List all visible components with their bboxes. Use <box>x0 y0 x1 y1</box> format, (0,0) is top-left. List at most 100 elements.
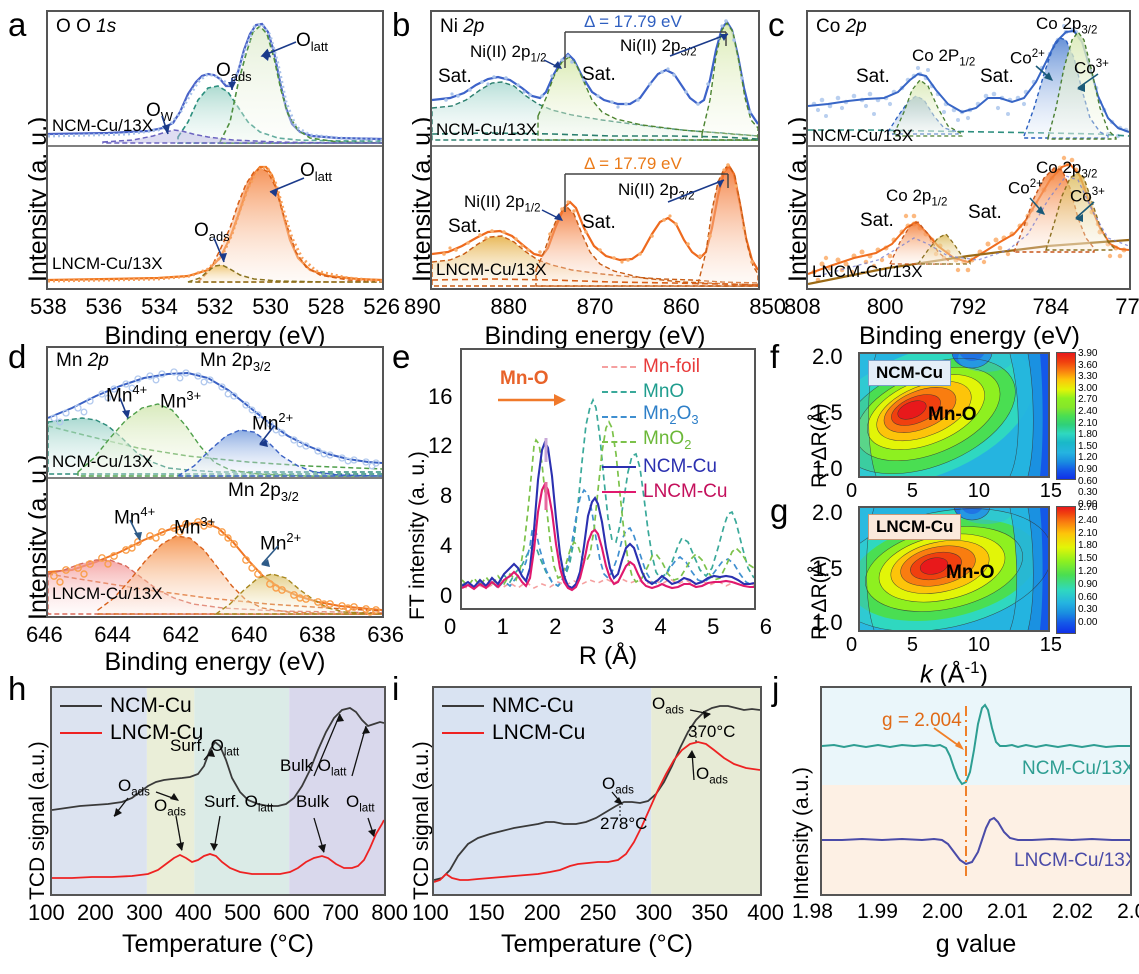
panel-c-xlabel: Binding energy (eV) <box>859 322 1080 350</box>
panel-j-bottom-sample: LNCM-Cu/13X <box>1014 850 1132 871</box>
cbar-tick: 3.30 <box>1078 371 1098 383</box>
panel-f-colorbar-labels: 3.90 3.60 3.30 3.00 2.70 2.40 2.10 1.80 … <box>1078 349 1097 511</box>
panel-b-ni2p32-top: Ni(II) 2p3/2 <box>620 36 697 59</box>
tick: 646 <box>26 622 63 647</box>
tick: 534 <box>141 294 178 319</box>
tick: 15 <box>1039 480 1062 502</box>
panel-label-g: g <box>770 492 789 529</box>
tick: 636 <box>367 622 404 647</box>
panel-d-xlabel: Binding energy (eV) <box>104 648 326 676</box>
panel-a-annotation-olatt-bottom: Olatt <box>300 160 332 184</box>
tick: 536 <box>85 294 123 319</box>
cbar-tick: 3.60 <box>1078 359 1098 371</box>
tick: 500 <box>224 900 261 925</box>
panel-c-sat-bottom-left: Sat. <box>860 210 894 231</box>
tick: 150 <box>467 900 505 925</box>
panel-label-e: e <box>392 338 411 375</box>
tick: 1.99 <box>857 900 898 923</box>
panel-a-annotation-oads-top: Oads <box>216 60 252 84</box>
panel-d-title: Mn 2p <box>56 350 109 371</box>
panel-c-bottom-sample: LNCM-Cu/13X <box>812 262 923 281</box>
panel-i-xticks: 100 150 200 250 300 350 400 <box>412 900 784 926</box>
panel-d-mn4-bottom: Mn4+ <box>114 504 156 529</box>
cbar-tick: 0.60 <box>1078 475 1098 487</box>
legend-item-mn2o3: Mn2O3 <box>602 403 727 429</box>
panel-e-ytick-0: 0 <box>440 583 453 608</box>
panel-g-ytick-2: 2.0 <box>812 500 843 525</box>
tick: 870 <box>576 294 614 319</box>
panel-a-xlabel: Binding energy (eV) <box>104 322 326 350</box>
legend-item-ncm-cu: NCM-Cu <box>602 454 727 479</box>
panel-h-bulk-olatt-ncm: Bulk Olatt <box>280 756 347 779</box>
panel-b-delta-top: Δ = 17.79 eV <box>584 12 682 31</box>
panel-a-top-sample: NCM-Cu/13X <box>52 116 154 135</box>
panel-f-heatmap: NCM-Cu Mn-O <box>858 352 1050 478</box>
legend-item-lncm-cu: LNCM-Cu <box>442 719 585 746</box>
cbar-tick: 1.80 <box>1078 429 1098 441</box>
panel-i-temp-278: 278°C <box>600 814 648 833</box>
panel-i-plot: NMC-Cu LNCM-Cu Oads 278°C Oads 370°C Oad… <box>432 686 762 896</box>
panel-h-plot: NCM-Cu LNCM-Cu Oads Surf. Olatt Bulk Ola… <box>50 686 386 896</box>
tick: 860 <box>662 294 700 319</box>
panel-b-sat-bottom-right: Sat. <box>582 212 616 233</box>
tick: 800 <box>866 294 904 319</box>
tick: 850 <box>749 294 786 319</box>
tick: 100 <box>412 900 449 925</box>
panel-d-xticks: 646 644 642 640 638 636 <box>26 622 404 648</box>
cbar-tick: 1.20 <box>1078 452 1098 464</box>
tick: 640 <box>230 622 268 647</box>
panel-b-delta-bottom: Δ = 17.79 eV <box>584 154 682 173</box>
panel-j-xlabel: g value <box>935 930 1017 958</box>
panel-b-top-sample: NCM-Cu/13X <box>436 120 538 139</box>
cbar-tick: 2.40 <box>1078 405 1098 417</box>
tick: 5 <box>707 614 720 639</box>
legend-swatch <box>602 415 636 418</box>
panel-g-ytick-15: 1.5 <box>812 556 843 581</box>
tick: 776 <box>1115 294 1139 319</box>
panel-e-ytick-8: 8 <box>440 483 453 508</box>
tick: 0 <box>444 614 457 639</box>
cbar-tick: 2.70 <box>1078 394 1098 406</box>
legend-swatch <box>602 440 636 443</box>
panel-j-ylabel: Intensity (a.u.) <box>790 766 813 900</box>
panel-a-title: O O 1sO 1s <box>56 16 117 37</box>
tick: 5 <box>906 634 918 656</box>
cbar-tick: 0.30 <box>1078 604 1098 616</box>
tick: 350 <box>691 900 729 925</box>
panel-label-c: c <box>768 6 785 43</box>
panel-c-co2p32-top: Co 2p3/2 <box>1036 14 1098 37</box>
legend-item-ncm-cu: NCM-Cu <box>60 692 203 719</box>
tick: 792 <box>949 294 987 319</box>
panel-g-mno-label: Mn-O <box>946 562 995 583</box>
panel-a-plot: O O 1sO 1s NCM-Cu/13X LNCM-Cu/13X Olatt … <box>46 10 384 290</box>
legend-label: NCM-Cu <box>643 456 717 477</box>
panel-d-mn3-top: Mn3+ <box>160 388 202 413</box>
panel-e-ytick-16: 16 <box>428 384 453 409</box>
panel-e-mno-label: Mn-O <box>500 368 549 389</box>
legend-swatch <box>602 490 636 493</box>
panel-label-i: i <box>392 670 400 707</box>
legend-item-mno: MnO <box>602 379 727 404</box>
panel-b-ni2p12-bottom: Ni(II) 2p1/2 <box>464 192 541 215</box>
tick: 400 <box>747 900 784 925</box>
panel-h-ylabel: TCD signal (a.u.) <box>26 741 49 900</box>
legend-label: MnO2 <box>643 428 692 452</box>
legend-swatch <box>442 704 484 707</box>
cbar-tick: 0.00 <box>1078 498 1098 510</box>
panel-b-ni2p32-bottom: Ni(II) 2p3/2 <box>618 180 695 203</box>
legend-item-lncm-cu: LNCM-Cu <box>602 479 727 504</box>
legend-label: Mn-foil <box>643 356 701 377</box>
panel-d-mn3-bottom: Mn3+ <box>174 514 216 539</box>
panel-d-mn2-top: Mn2+ <box>252 410 294 435</box>
panel-e-ylabel: FT intensity (a. u.) <box>406 451 429 620</box>
tick: 0 <box>846 634 858 656</box>
tick: 400 <box>175 900 212 925</box>
panel-d-mn2-bottom: Mn2+ <box>260 530 302 555</box>
panel-i-ylabel: TCD signal (a.u.) <box>410 741 433 900</box>
tick: 2.00 <box>922 900 963 923</box>
panel-h-surf-olatt-ncm: Surf. Olatt <box>170 736 240 759</box>
panel-h-xticks: 100 200 300 400 500 600 700 800 <box>28 900 408 926</box>
tick: 638 <box>299 622 336 647</box>
panel-h-xlabel: Temperature (°C) <box>122 930 314 958</box>
